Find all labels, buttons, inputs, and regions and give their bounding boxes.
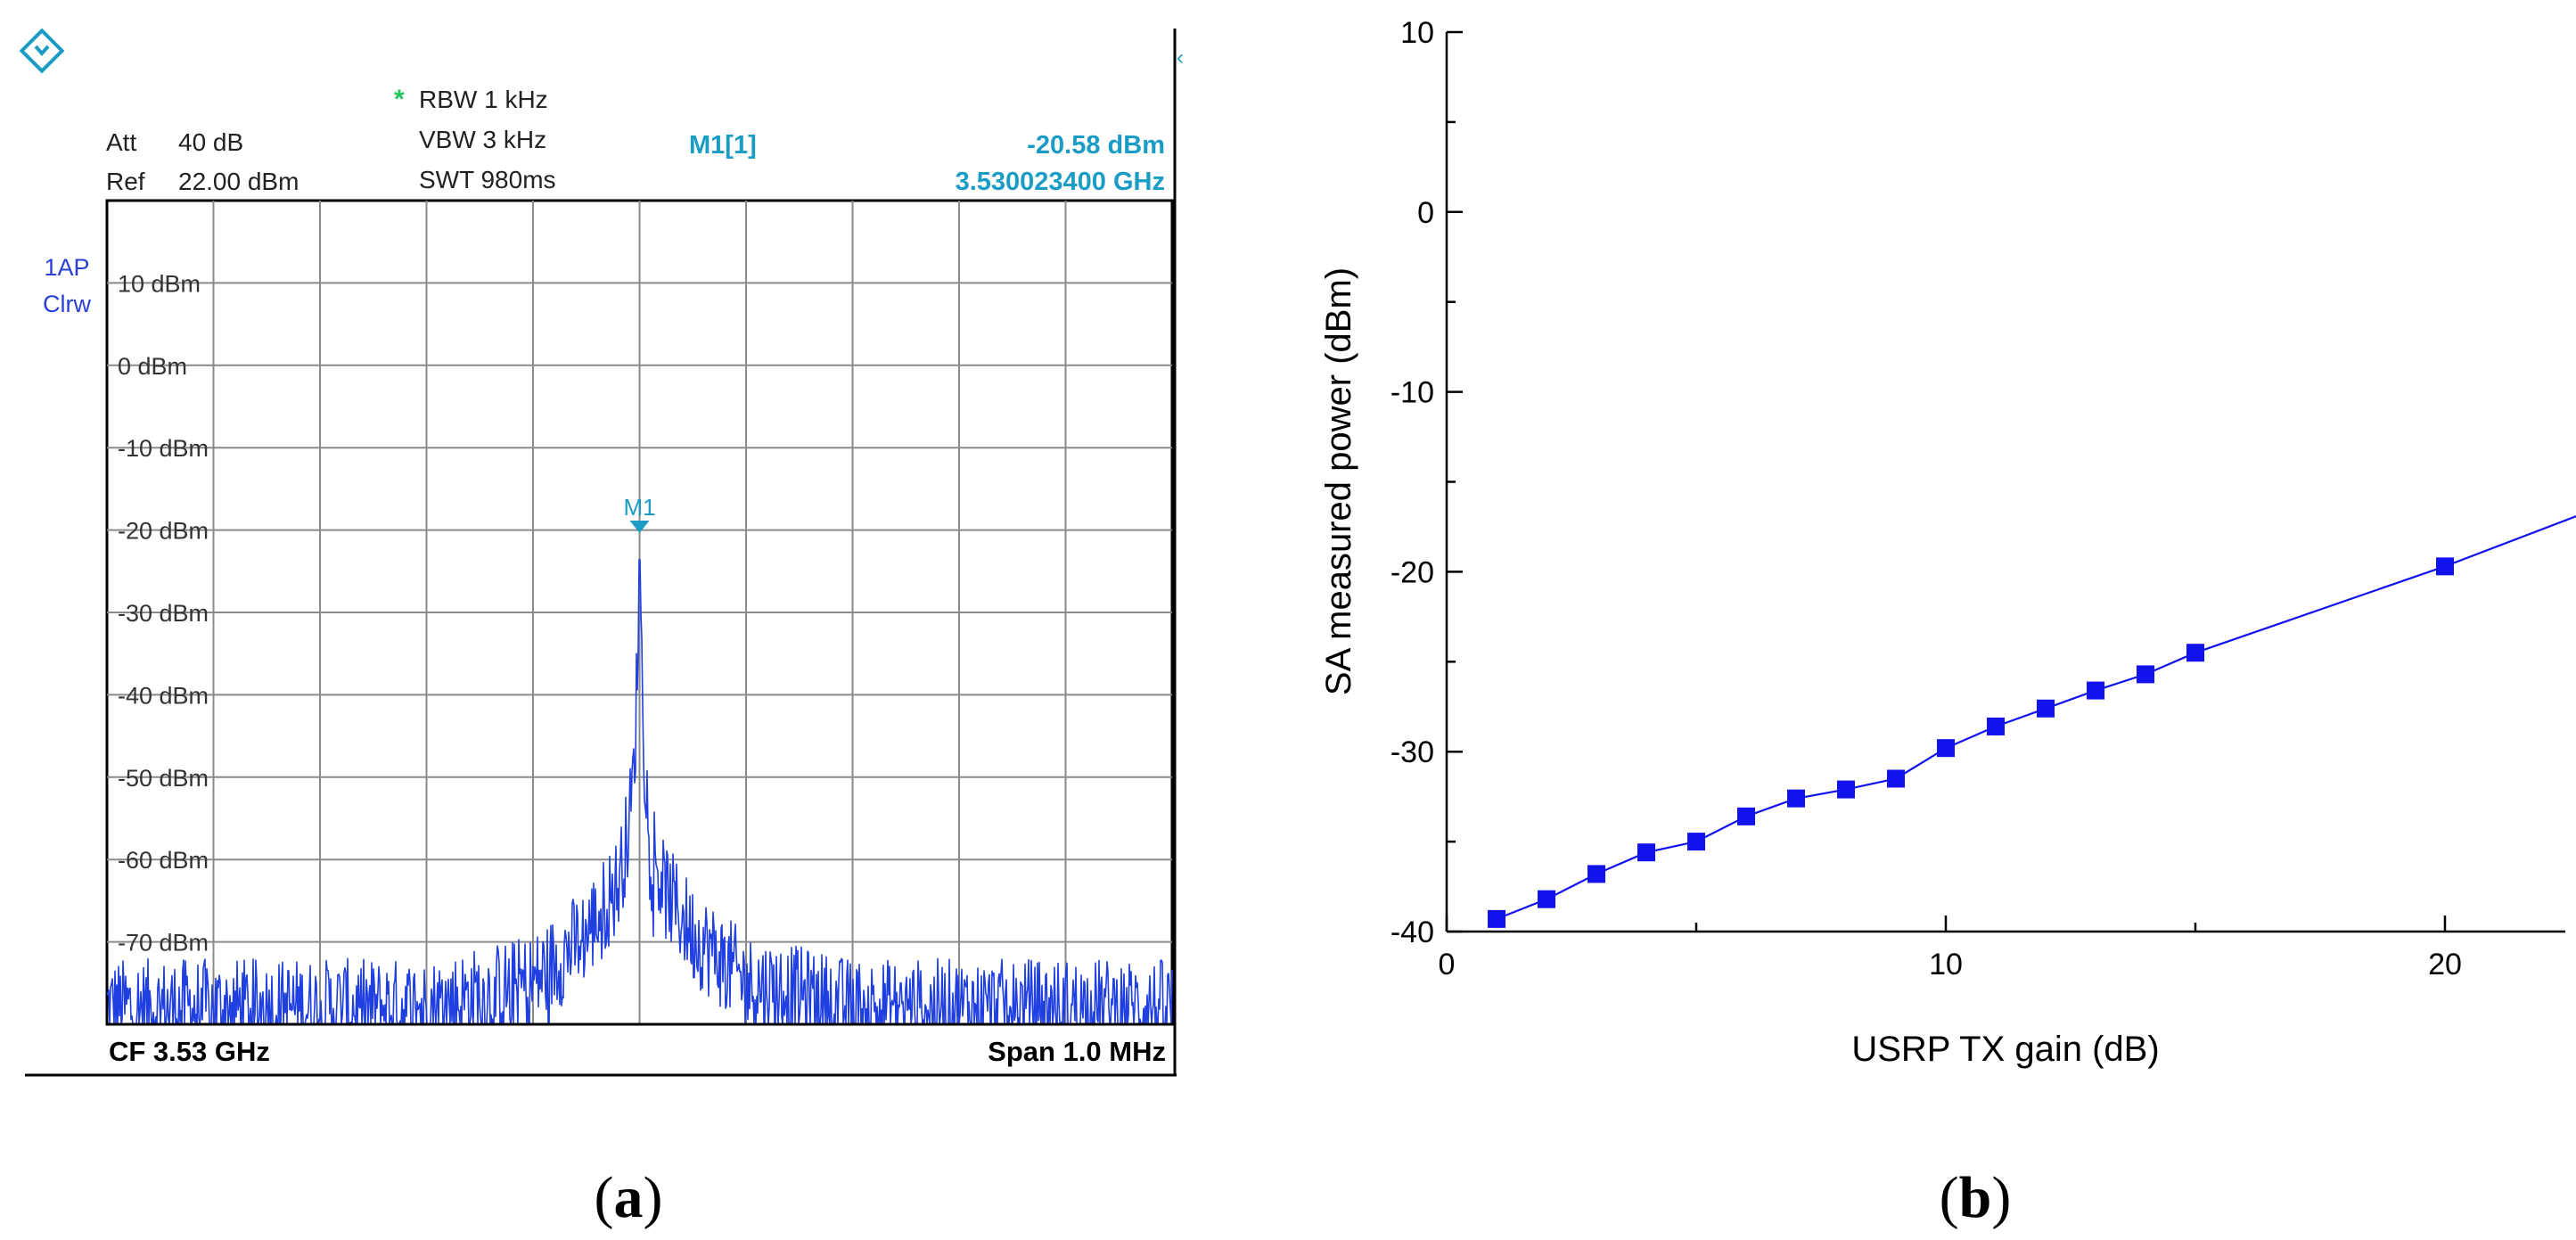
panel-a-close-paren: ) (644, 1165, 663, 1230)
rs-logo-icon (19, 28, 65, 74)
y-axis-label: SA measured power (dBm) (1319, 267, 1358, 695)
marker-label: M1 (623, 494, 655, 521)
data-point (1787, 789, 1805, 808)
data-point (2087, 681, 2104, 700)
x-axis-label: USRP TX gain (dB) (1851, 1030, 2159, 1069)
data-point (2037, 699, 2055, 718)
side-label-trace: 1AP (44, 254, 89, 281)
x-tick-label: 0 (1439, 948, 1456, 981)
rbw-star-icon: * (394, 85, 405, 114)
panel-b-close-paren: ) (1991, 1165, 2011, 1230)
data-point (1987, 717, 2005, 735)
level-tick-label: -10 dBm (118, 435, 209, 462)
data-point (1637, 843, 1655, 862)
data-point (1737, 807, 1755, 825)
panel-label-b: (b) (1940, 1165, 2012, 1230)
data-point (1887, 769, 1905, 788)
x-tick-label: 10 (1929, 948, 1963, 981)
y-tick-label: -40 (1391, 916, 1434, 949)
data-point (1538, 890, 1555, 908)
vbw-text: VBW 3 kHz (419, 126, 546, 153)
y-tick-label: -10 (1391, 376, 1434, 410)
level-tick-label: 0 dBm (118, 353, 187, 380)
center-frequency: CF 3.53 GHz (109, 1036, 270, 1067)
panel-a-letter: a (614, 1165, 644, 1230)
y-tick-label: 0 (1417, 196, 1434, 230)
y-tick-label: 10 (1400, 16, 1434, 50)
level-tick-label: -60 dBm (118, 847, 209, 874)
arrow-left-icon: ‹ (1177, 45, 1184, 70)
spectrum-grid (107, 201, 1172, 1024)
data-point (1587, 865, 1605, 883)
data-series (1488, 515, 2576, 928)
trace-line (106, 558, 1173, 1025)
span: Span 1.0 MHz (988, 1036, 1166, 1067)
marker-m1: M1 (623, 494, 656, 533)
marker-triangle-icon (629, 520, 650, 533)
data-point (2186, 644, 2204, 662)
side-label-mode: Clrw (43, 291, 91, 317)
data-point (1937, 739, 1955, 758)
panel-a-open-paren: ( (595, 1165, 614, 1230)
data-point (1488, 909, 1505, 928)
level-tick-label: -70 dBm (118, 930, 209, 957)
data-point (1687, 833, 1705, 851)
att-value: 40 dB (178, 128, 243, 156)
y-tick-label: -30 (1391, 735, 1434, 769)
data-point (2137, 665, 2154, 684)
y-tick-label: -20 (1391, 555, 1434, 589)
spectrum-trace (106, 558, 1173, 1025)
data-point (1837, 780, 1855, 799)
marker-freq: 3.530023400 GHz (956, 168, 1165, 196)
level-tick-label: -50 dBm (118, 765, 209, 792)
data-point (2436, 557, 2454, 576)
x-tick-label: 20 (2428, 948, 2462, 981)
panel-label-a: (a) (595, 1165, 663, 1230)
rbw-text: RBW 1 kHz (419, 86, 548, 113)
level-tick-label: 10 dBm (118, 270, 201, 297)
ref-value: 22.00 dBm (178, 168, 299, 195)
level-tick-label: -20 dBm (118, 518, 209, 545)
level-tick-label: -30 dBm (118, 600, 209, 627)
panel-b-letter: b (1959, 1165, 1992, 1230)
marker-name: M1[1] (689, 131, 757, 160)
spectrum-level-labels: 10 dBm 0 dBm -10 dBm -20 dBm -30 dBm -40 dBm -… (118, 270, 209, 956)
ref-label: Ref (106, 168, 145, 195)
marker-level: -20.58 dBm (1027, 131, 1165, 160)
panel-a: Att 40 dB Ref 22.00 dBm * RBW 1 kHz VBW … (19, 28, 1184, 1230)
swt-text: SWT 980ms (419, 166, 556, 193)
panel-b-open-paren: ( (1940, 1165, 1959, 1230)
series-line (1496, 515, 2576, 920)
att-label: Att (106, 128, 136, 156)
level-tick-label: -40 dBm (118, 682, 209, 709)
